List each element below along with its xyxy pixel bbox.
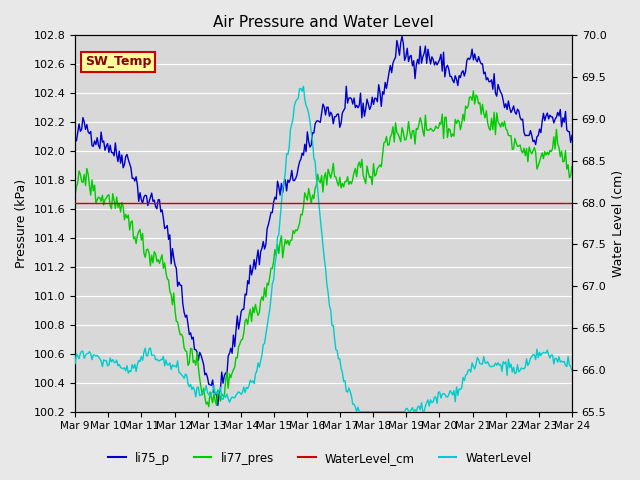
Y-axis label: Pressure (kPa): Pressure (kPa) bbox=[15, 179, 28, 268]
Title: Air Pressure and Water Level: Air Pressure and Water Level bbox=[213, 15, 434, 30]
Text: SW_Temp: SW_Temp bbox=[85, 56, 152, 69]
Y-axis label: Water Level (cm): Water Level (cm) bbox=[612, 170, 625, 277]
Legend: li75_p, li77_pres, WaterLevel_cm, WaterLevel: li75_p, li77_pres, WaterLevel_cm, WaterL… bbox=[103, 447, 537, 469]
